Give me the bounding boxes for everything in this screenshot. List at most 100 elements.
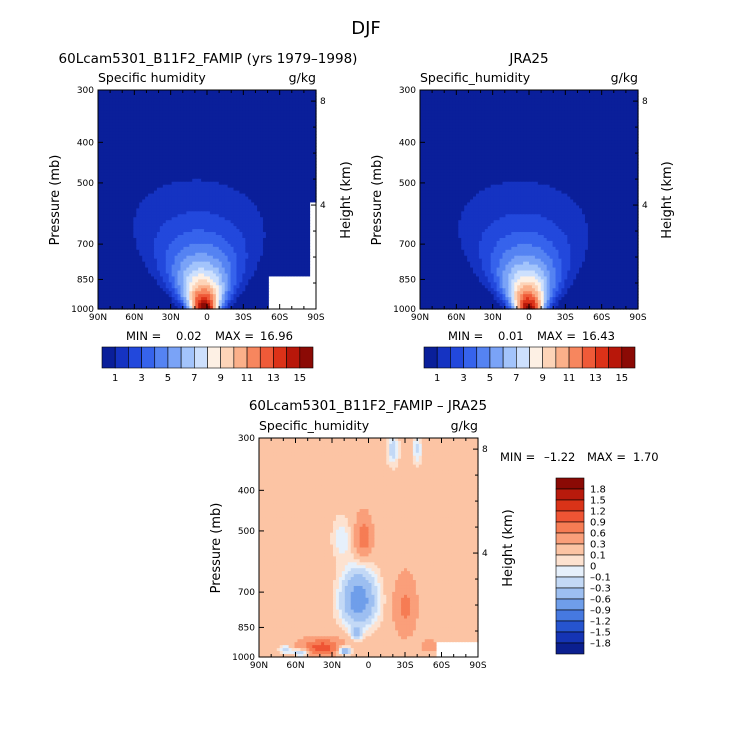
field-cell [271, 202, 276, 207]
field-cell [254, 211, 258, 215]
field-cell [151, 152, 155, 156]
field-cell [127, 131, 132, 135]
field-cell [124, 113, 129, 118]
field-cell [260, 211, 264, 215]
field-cell [189, 172, 193, 177]
field-cell [271, 178, 276, 183]
field-cell [183, 205, 187, 209]
field-cell [209, 193, 214, 198]
field-cell [98, 101, 102, 106]
field-cell [100, 101, 105, 106]
field-cell [289, 149, 294, 153]
field-cell [265, 101, 270, 106]
field-cell [236, 166, 241, 171]
field-cell [100, 208, 105, 212]
field-cell [165, 196, 170, 201]
field-cell [227, 92, 232, 97]
field-cell [156, 187, 161, 192]
field-cell [301, 172, 305, 177]
field-cell [124, 116, 129, 121]
field-cell [156, 152, 161, 156]
field-cell [153, 119, 158, 124]
field-cell [180, 128, 185, 133]
field-cell [118, 92, 123, 97]
field-cell [313, 175, 317, 180]
field-cell [286, 158, 291, 162]
field-cell [298, 95, 302, 100]
field-cell [177, 169, 182, 174]
field-cell [224, 214, 229, 218]
field-cell [118, 155, 123, 159]
field-cell [112, 172, 117, 177]
field-cell [142, 101, 146, 106]
field-cell [236, 193, 241, 198]
field-cell [248, 205, 252, 209]
field-cell [251, 199, 255, 204]
field-cell [283, 134, 288, 138]
field-cell [118, 205, 123, 209]
field-cell [271, 125, 276, 130]
field-cell [257, 122, 261, 127]
field-cell [257, 95, 261, 100]
field-cell [127, 211, 132, 215]
field-cell [233, 137, 238, 141]
field-cell [239, 104, 243, 109]
field-cell [177, 113, 182, 118]
field-cell [112, 104, 117, 109]
field-cell [271, 116, 276, 121]
field-cell [145, 101, 149, 106]
field-cell [201, 181, 205, 186]
field-cell [139, 158, 143, 162]
field-cell [156, 98, 161, 103]
field-cell [257, 202, 261, 207]
field-cell [153, 169, 158, 174]
field-cell [239, 122, 243, 127]
field-cell [218, 146, 223, 150]
field-cell [183, 158, 187, 162]
field-cell [218, 169, 223, 174]
field-cell [159, 116, 164, 121]
field-cell [304, 166, 308, 171]
field-cell [168, 146, 173, 150]
field-cell [313, 205, 317, 209]
field-cell [168, 193, 173, 198]
field-cell [209, 134, 214, 138]
field-cell [230, 205, 235, 209]
field-cell [298, 169, 302, 174]
field-cell [183, 199, 187, 204]
field-cell [189, 90, 193, 94]
field-cell [233, 214, 238, 218]
field-cell [310, 205, 314, 209]
field-cell [171, 143, 176, 147]
field-cell [301, 137, 305, 141]
field-cell [292, 196, 296, 201]
field-cell [239, 214, 243, 218]
field-cell [242, 131, 246, 135]
field-cell [109, 184, 114, 189]
field-cell [168, 208, 173, 212]
field-cell [151, 181, 155, 186]
field-cell [224, 128, 229, 133]
field-cell [189, 128, 193, 133]
field-cell [177, 190, 182, 195]
field-cell [189, 175, 193, 180]
field-cell [112, 184, 117, 189]
field-cell [133, 140, 137, 144]
field-cell [289, 155, 294, 159]
field-cell [280, 155, 285, 159]
field-cell [304, 122, 308, 127]
field-cell [103, 169, 108, 174]
field-cell [115, 184, 120, 189]
field-cell [248, 128, 252, 133]
field-cell [204, 202, 208, 207]
field-cell [204, 205, 208, 209]
field-cell [271, 158, 276, 162]
field-cell [159, 181, 164, 186]
field-cell [159, 95, 164, 100]
field-cell [159, 175, 164, 180]
field-cell [145, 125, 149, 130]
field-cell [189, 166, 193, 171]
field-cell [307, 152, 311, 156]
field-cell [103, 211, 108, 215]
field-cell [109, 119, 114, 124]
